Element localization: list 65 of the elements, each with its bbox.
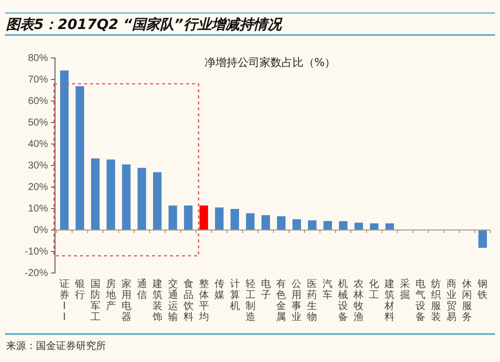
bar: [106, 159, 116, 230]
x-tick-label: 电气设备: [416, 278, 426, 323]
y-tick-label: -20%: [24, 268, 48, 280]
x-tick-label: 证券II: [59, 278, 70, 323]
bar: [246, 213, 255, 230]
source-note: 来源：国金证券研究所: [6, 340, 106, 352]
x-tick-label: 家用电器: [121, 278, 132, 323]
x-tick-label: 公用事业: [292, 278, 302, 323]
x-tick-label: 建筑装饰: [151, 278, 162, 323]
x-tick-label: 采掘: [400, 278, 410, 301]
x-tick-label: 计算机: [230, 278, 240, 312]
bar: [478, 230, 487, 248]
bar: [370, 223, 378, 230]
x-tick-label: 商业贸易: [446, 278, 457, 323]
y-tick-label: 10%: [28, 204, 48, 215]
y-tick-label: 20%: [28, 182, 48, 194]
x-tick-label: 传媒: [214, 279, 224, 301]
bar: [338, 221, 348, 230]
bar: [168, 205, 178, 230]
bar: [276, 216, 286, 230]
y-tick-label: 30%: [28, 160, 48, 172]
y-tick-label: 60%: [28, 96, 48, 108]
x-tick-label: 有色金属: [276, 278, 286, 323]
x-tick-label: 通信: [136, 278, 147, 301]
x-tick-label: 房地产: [104, 278, 116, 312]
bar: [354, 222, 363, 230]
bar: [308, 220, 316, 230]
x-tick-label: 化工: [369, 278, 380, 301]
bar: [200, 205, 208, 230]
y-tick-label: 40%: [28, 139, 48, 150]
y-tick-label: 80%: [28, 53, 48, 64]
chart-subtitle: 净增持公司家数占比（%）: [204, 56, 336, 69]
x-tick-label: 医药生物: [307, 279, 318, 323]
bar: [60, 70, 69, 230]
y-tick-label: 50%: [28, 118, 48, 129]
y-tick-label: 0%: [34, 225, 48, 236]
x-tick-label: 交通运输: [168, 278, 178, 323]
chart-title: 图表5：2017Q2 “国家队”行业增减持情况: [6, 16, 284, 33]
x-tick-label: 纺织服装: [431, 278, 442, 323]
x-tick-label: 建筑材料: [384, 278, 395, 323]
bar: [385, 223, 394, 230]
x-tick-label: 汽车: [322, 278, 333, 301]
x-tick-label: 整体平均: [198, 278, 209, 323]
y-tick-label: -10%: [24, 246, 48, 258]
bar: [323, 220, 332, 230]
bar: [230, 208, 240, 230]
bar: [184, 205, 193, 230]
bar: [91, 158, 100, 230]
x-tick-label: 银行: [74, 279, 85, 301]
bar: [76, 86, 84, 230]
x-tick-label: 农林牧渔: [352, 279, 364, 323]
bar: [153, 172, 162, 230]
bar: [138, 168, 146, 230]
x-tick-label: 休闲服务: [462, 279, 472, 323]
x-tick-label: 电子: [260, 278, 271, 301]
bar: [215, 207, 224, 230]
x-tick-label: 国防军工: [90, 279, 100, 323]
x-tick-label: 机械设备: [338, 278, 348, 323]
x-tick-label: 钢铁: [476, 279, 488, 301]
x-tick-label: 轻工制造: [245, 278, 256, 323]
bar: [292, 219, 301, 230]
x-tick-label: 食品饮料: [182, 278, 194, 323]
y-tick-label: 70%: [28, 74, 48, 86]
bar: [122, 164, 131, 230]
bar: [261, 215, 270, 230]
